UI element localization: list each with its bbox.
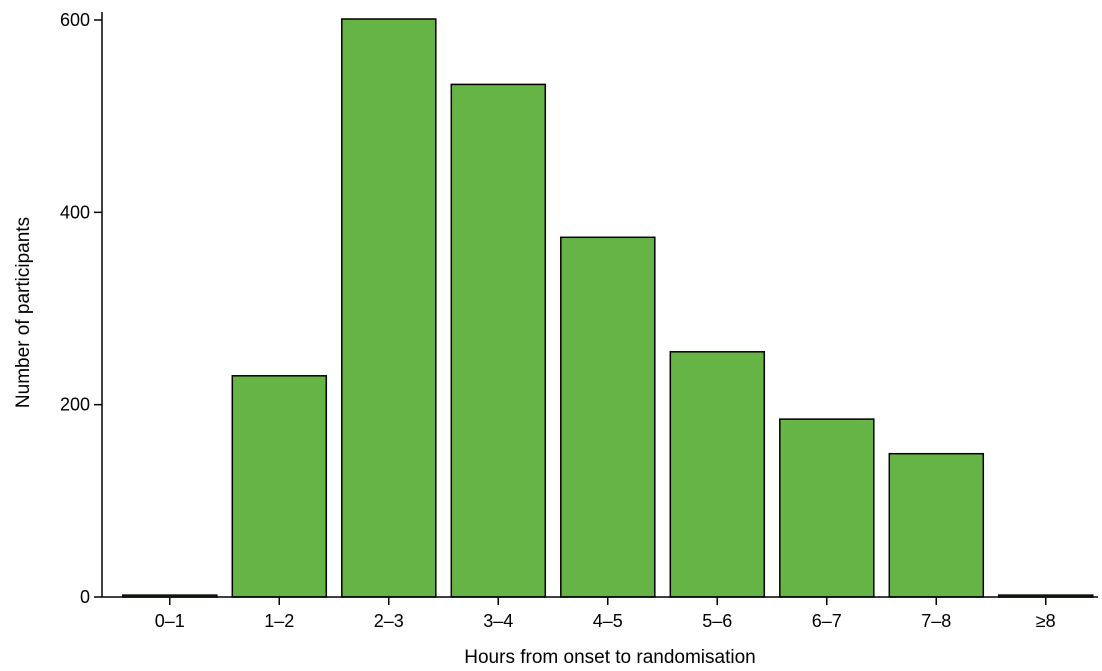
x-tick-label: 7–8 xyxy=(921,611,951,631)
x-tick-label: 1–2 xyxy=(264,611,294,631)
x-tick-label: 6–7 xyxy=(812,611,842,631)
axes xyxy=(101,12,1098,598)
x-tick-label: 4–5 xyxy=(593,611,623,631)
bar-2 xyxy=(341,18,437,598)
y-tick-label: 0 xyxy=(80,587,90,607)
x-tick-label: ≥8 xyxy=(1036,611,1056,631)
x-tick-label: 2–3 xyxy=(374,611,404,631)
x-tick-label: 3–4 xyxy=(483,611,513,631)
x-axis-label: Hours from onset to randomisation xyxy=(464,647,755,668)
bars xyxy=(122,18,1094,598)
y-tick-label: 200 xyxy=(60,395,90,415)
bar-7 xyxy=(888,452,985,598)
x-tick-label: 5–6 xyxy=(702,611,732,631)
y-tick-label: 400 xyxy=(60,202,90,222)
bar-6 xyxy=(779,418,875,598)
bar-4 xyxy=(560,236,656,598)
x-tick-label: 0–1 xyxy=(155,611,185,631)
bar-1 xyxy=(231,375,328,598)
bar-3 xyxy=(450,83,547,598)
y-axis-label: Number of participants xyxy=(13,217,34,408)
bar-5 xyxy=(669,351,766,598)
x-ticks: 0–1 1–2 2–3 3–4 4–5 5–6 6–7 7–8 ≥8 xyxy=(155,597,1056,631)
y-tick-label: 600 xyxy=(60,10,90,30)
y-ticks: 0 200 400 600 xyxy=(60,10,102,607)
